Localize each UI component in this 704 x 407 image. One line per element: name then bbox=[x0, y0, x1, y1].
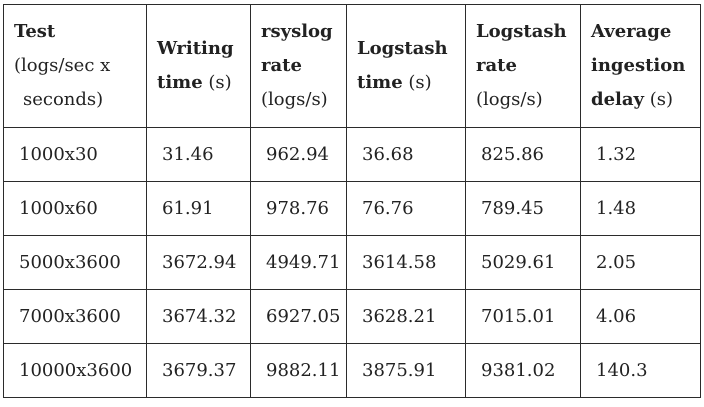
header-line: (logs/sec x bbox=[14, 55, 111, 76]
table-row: 7000x3600 3674.32 6927.05 3628.21 7015.0… bbox=[3, 289, 701, 344]
table-cell-logstash-rate: 9381.02 bbox=[465, 343, 581, 398]
header-line: (logs/s) bbox=[261, 89, 328, 110]
table-cell-writing-time: 31.46 bbox=[146, 127, 251, 182]
header-line: seconds) bbox=[23, 89, 104, 110]
table-cell-logstash-time: 3614.58 bbox=[346, 235, 466, 290]
header-line: time (s) bbox=[157, 72, 232, 93]
header-line: rsyslog bbox=[261, 21, 333, 42]
table-cell-writing-time: 3679.37 bbox=[146, 343, 251, 398]
table-cell-logstash-rate: 825.86 bbox=[465, 127, 581, 182]
table-cell-logstash-time: 3628.21 bbox=[346, 289, 466, 344]
table-cell-avg-delay: 1.32 bbox=[580, 127, 701, 182]
table-cell-test: 10000x3600 bbox=[3, 343, 147, 398]
table-cell-logstash-time: 36.68 bbox=[346, 127, 466, 182]
header-line: Test bbox=[14, 21, 56, 42]
header-cell-avg-ingestion-delay: Average ingestion delay (s) bbox=[580, 4, 701, 128]
results-table: Test (logs/sec x seconds) Writing time (… bbox=[3, 4, 701, 398]
header-line: rate bbox=[476, 55, 517, 76]
table-row: 1000x30 31.46 962.94 36.68 825.86 1.32 bbox=[3, 127, 701, 182]
table-cell-rsyslog-rate: 962.94 bbox=[250, 127, 347, 182]
table-cell-rsyslog-rate: 978.76 bbox=[250, 181, 347, 236]
header-cell-test: Test (logs/sec x seconds) bbox=[3, 4, 147, 128]
table-cell-rsyslog-rate: 9882.11 bbox=[250, 343, 347, 398]
header-line: ingestion bbox=[591, 55, 686, 76]
table-cell-test: 1000x60 bbox=[3, 181, 147, 236]
table-cell-rsyslog-rate: 4949.71 bbox=[250, 235, 347, 290]
header-line: Writing bbox=[157, 38, 234, 59]
table-cell-logstash-rate: 5029.61 bbox=[465, 235, 581, 290]
header-line: Average bbox=[591, 21, 672, 42]
table-cell-writing-time: 61.91 bbox=[146, 181, 251, 236]
table-cell-avg-delay: 2.05 bbox=[580, 235, 701, 290]
table-cell-logstash-rate: 789.45 bbox=[465, 181, 581, 236]
header-line: time (s) bbox=[357, 72, 432, 93]
table-cell-avg-delay: 1.48 bbox=[580, 181, 701, 236]
table-row: 10000x3600 3679.37 9882.11 3875.91 9381.… bbox=[3, 343, 701, 398]
header-cell-logstash-rate: Logstash rate (logs/s) bbox=[465, 4, 581, 128]
table-row: 5000x3600 3672.94 4949.71 3614.58 5029.6… bbox=[3, 235, 701, 290]
header-cell-writing-time: Writing time (s) bbox=[146, 4, 251, 128]
header-line: rate bbox=[261, 55, 302, 76]
table-cell-writing-time: 3672.94 bbox=[146, 235, 251, 290]
table-cell-logstash-time: 76.76 bbox=[346, 181, 466, 236]
table-cell-avg-delay: 140.3 bbox=[580, 343, 701, 398]
table-cell-test: 5000x3600 bbox=[3, 235, 147, 290]
header-cell-logstash-time: Logstash time (s) bbox=[346, 4, 466, 128]
table-cell-test: 1000x30 bbox=[3, 127, 147, 182]
table-row: 1000x60 61.91 978.76 76.76 789.45 1.48 bbox=[3, 181, 701, 236]
table-cell-writing-time: 3674.32 bbox=[146, 289, 251, 344]
table-cell-avg-delay: 4.06 bbox=[580, 289, 701, 344]
table-cell-test: 7000x3600 bbox=[3, 289, 147, 344]
header-line: (logs/s) bbox=[476, 89, 543, 110]
header-cell-rsyslog-rate: rsyslog rate (logs/s) bbox=[250, 4, 347, 128]
table-cell-logstash-time: 3875.91 bbox=[346, 343, 466, 398]
table-cell-rsyslog-rate: 6927.05 bbox=[250, 289, 347, 344]
header-line: delay (s) bbox=[591, 89, 674, 110]
header-line: Logstash bbox=[357, 38, 448, 59]
header-row: Test (logs/sec x seconds) Writing time (… bbox=[3, 4, 701, 128]
header-line: Logstash bbox=[476, 21, 567, 42]
table-cell-logstash-rate: 7015.01 bbox=[465, 289, 581, 344]
